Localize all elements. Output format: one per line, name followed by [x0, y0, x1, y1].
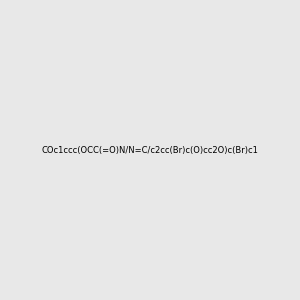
Text: COc1ccc(OCC(=O)N/N=C/c2cc(Br)c(O)cc2O)c(Br)c1: COc1ccc(OCC(=O)N/N=C/c2cc(Br)c(O)cc2O)c(…	[42, 146, 258, 154]
